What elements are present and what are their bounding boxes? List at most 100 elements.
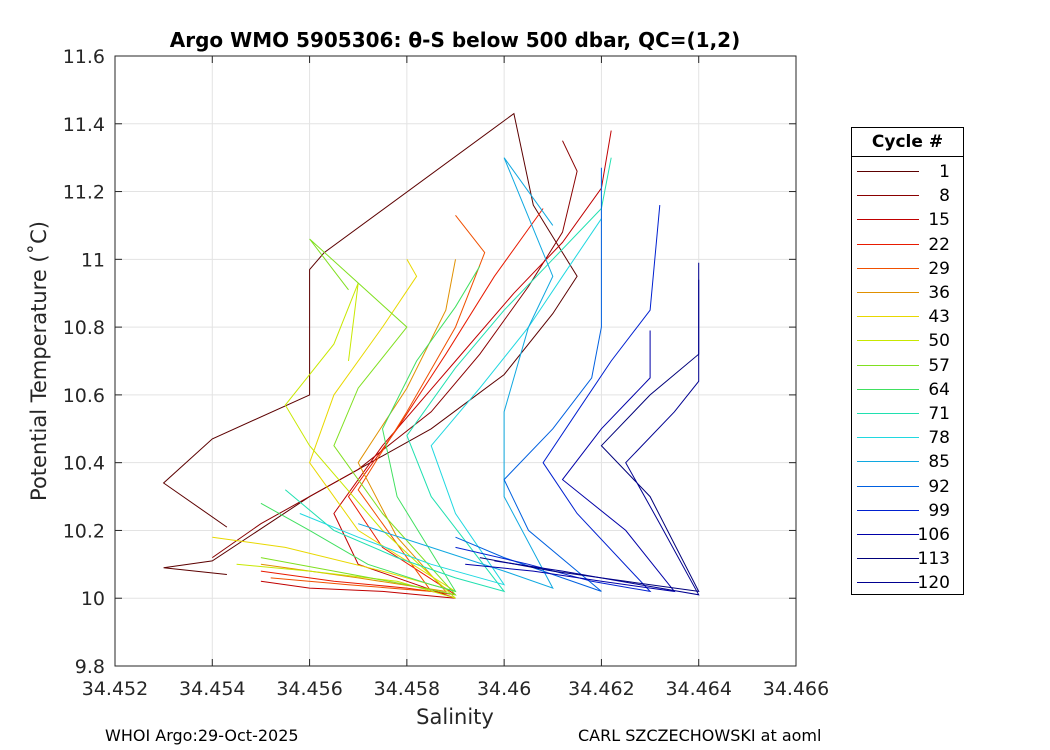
legend-label: 22 (928, 234, 950, 255)
legend-entry: 78 (852, 426, 963, 450)
legend-entry: 106 (852, 523, 963, 547)
legend-label: 85 (928, 452, 950, 473)
legend-label: 64 (928, 379, 950, 400)
y-tick-label: 9.8 (75, 656, 105, 678)
series-line-cycle-50 (236, 282, 456, 599)
y-tick-labels: 9.8 10 10.2 10.4 10.6 10.8 11 11.2 11.4 11.6 (63, 46, 105, 678)
x-tick-label: 34.452 (82, 678, 148, 700)
legend-swatch (857, 388, 919, 390)
legend-entry: 71 (852, 402, 963, 426)
x-tick-label: 34.462 (568, 678, 634, 700)
legend-label: 50 (928, 331, 950, 352)
y-tick-label: 11.2 (63, 182, 105, 204)
legend-swatch (857, 461, 919, 463)
series-line-cycle-36 (260, 259, 456, 593)
y-tick-label: 11.6 (63, 46, 105, 68)
x-tick-label: 34.454 (179, 678, 245, 700)
legend-label: 57 (928, 355, 950, 376)
legend-entry: 22 (852, 233, 963, 257)
series-line-cycle-113 (479, 279, 700, 593)
legend-label: 113 (917, 549, 950, 570)
series-line-cycle-43 (212, 259, 456, 592)
legend-swatch (857, 558, 919, 560)
legend-swatch (857, 316, 919, 318)
legend: Cycle # 1 8 15 22 29 36 43 50 57 64 71 78 85 92 99 106 1… (851, 127, 964, 595)
y-tick-label: 10.8 (63, 317, 105, 339)
legend-label: 71 (928, 404, 950, 424)
legend-entry: 113 (852, 547, 963, 571)
legend-swatch (857, 171, 919, 172)
legend-label: 99 (928, 500, 950, 521)
series-line-cycle-99 (455, 205, 661, 593)
legend-swatch (857, 340, 919, 342)
legend-entry: 36 (852, 281, 963, 305)
y-tick-label: 10 (81, 588, 105, 610)
series-line-cycle-120 (494, 262, 700, 596)
legend-swatch (857, 509, 919, 511)
legend-swatch (857, 243, 919, 245)
legend-entry: 57 (852, 354, 963, 378)
legend-label: 106 (917, 525, 950, 545)
legend-entry: 43 (852, 305, 963, 329)
legend-label: 15 (928, 210, 950, 231)
x-tick-label: 34.466 (763, 678, 829, 700)
series-line-cycle-8 (212, 140, 578, 559)
series-line-cycle-22 (260, 208, 544, 596)
chart-title: Argo WMO 5905306: θ-S below 500 dbar, QC… (170, 28, 740, 52)
x-tick-label: 34.46 (477, 678, 531, 700)
y-tick-label: 10.6 (63, 385, 105, 407)
legend-entry: 64 (852, 378, 963, 402)
legend-swatch (857, 292, 919, 293)
legend-entry: 15 (852, 208, 963, 232)
legend-swatch (857, 364, 919, 366)
x-axis-label: Salinity (416, 705, 494, 729)
legend-swatch (857, 219, 919, 221)
legend-swatch (857, 485, 919, 487)
legend-entry: 50 (852, 329, 963, 353)
legend-swatch (857, 195, 919, 197)
legend-label: 78 (928, 428, 950, 449)
legend-entry: 92 (852, 475, 963, 499)
legend-swatch (857, 437, 919, 439)
series-layer (162, 112, 700, 599)
x-tick-label: 34.464 (665, 678, 731, 700)
legend-label: 29 (928, 258, 950, 279)
series-line-cycle-85 (358, 157, 554, 589)
series-line-cycle-78 (299, 218, 602, 586)
series-line-cycle-64 (260, 265, 481, 593)
footer-source: WHOI Argo:29-Oct-2025 (105, 726, 299, 745)
legend-swatch (857, 534, 919, 535)
legend-title: Cycle # (852, 128, 963, 157)
legend-entry: 8 (852, 184, 963, 208)
legend-swatch (857, 267, 919, 269)
legend-label: 92 (928, 476, 950, 497)
x-tick-label: 34.458 (374, 678, 440, 700)
legend-label: 43 (928, 307, 950, 328)
series-line-cycle-57 (260, 238, 457, 596)
series-line-cycle-29 (270, 214, 486, 592)
x-tick-labels: 34.452 34.454 34.456 34.458 34.46 34.462 34.46… (82, 678, 829, 700)
axis-ticks (114, 55, 797, 667)
legend-entry: 99 (852, 499, 963, 523)
legend-label: 1 (939, 162, 950, 182)
legend-swatch (857, 413, 919, 414)
y-tick-label: 10.4 (63, 453, 105, 475)
y-tick-label: 10.2 (63, 520, 105, 542)
series-line-cycle-71 (284, 157, 612, 593)
plot-area: 34.452 34.454 34.456 34.458 34.46 34.462 34.46… (63, 46, 830, 700)
legend-entry: 1 (852, 160, 963, 184)
y-tick-label: 11.4 (63, 114, 105, 136)
series-line-cycle-1 (162, 112, 578, 575)
x-tick-label: 34.456 (276, 678, 342, 700)
footer-author: CARL SZCZECHOWSKI at aoml (578, 726, 822, 745)
legend-label: 36 (928, 283, 950, 303)
y-tick-label: 11 (81, 249, 105, 271)
legend-label: 120 (917, 573, 950, 594)
legend-swatch (857, 582, 919, 584)
legend-label: 8 (939, 186, 950, 207)
plot-frame (114, 55, 797, 667)
legend-entry: 120 (852, 571, 963, 595)
series-line-cycle-106 (465, 330, 676, 593)
legend-entry: 85 (852, 450, 963, 474)
